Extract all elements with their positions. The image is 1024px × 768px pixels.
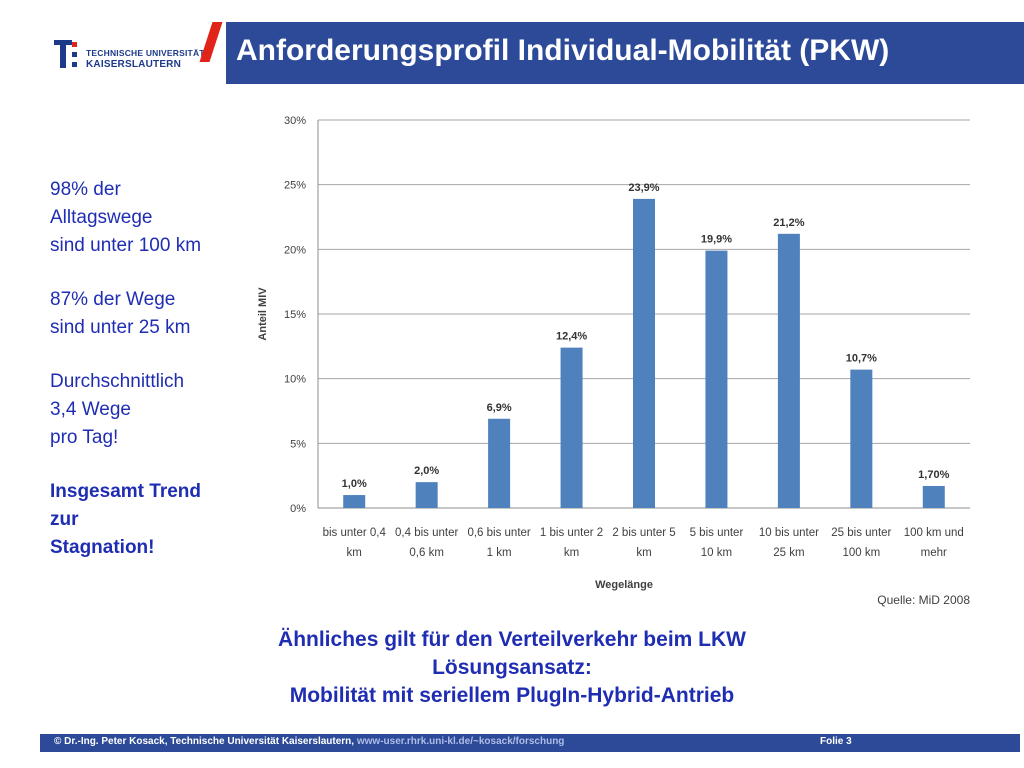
logo-text: Technische Universität Kaiserslautern <box>86 48 205 70</box>
x-tick-label: 25 bis unter <box>831 527 891 539</box>
side-notes: 98% der Alltagswege sind unter 100 km 87%… <box>50 176 201 588</box>
logo-line-2: Kaiserslautern <box>86 59 182 70</box>
bar-value-label: 1,70% <box>918 469 949 481</box>
logo-line-1: Technische Universität <box>86 48 205 58</box>
y-tick-label: 20% <box>284 244 306 256</box>
bar-value-label: 23,9% <box>628 182 659 194</box>
x-tick-label: km <box>347 547 362 559</box>
side-note-4: Insgesamt Trend zur Stagnation! <box>50 481 201 558</box>
side-note-1: 98% der Alltagswege sind unter 100 km <box>50 179 202 256</box>
x-tick-label: 100 km und <box>904 527 964 539</box>
x-tick-label: 0,4 bis unter <box>395 527 458 539</box>
slide-title: Anforderungsprofil Individual-Mobilität … <box>236 34 890 67</box>
bar <box>560 347 583 508</box>
x-tick-label: 0,6 bis unter <box>467 527 530 539</box>
x-axis-label: Wegelänge <box>595 579 653 591</box>
footer-bar: © Dr.-Ing. Peter Kosack, Technische Univ… <box>40 734 1020 752</box>
footer-page-number: Folie 3 <box>820 736 852 747</box>
y-tick-label: 5% <box>290 438 306 450</box>
bar-value-label: 21,2% <box>773 217 804 229</box>
bar-value-label: 19,9% <box>701 234 732 246</box>
bar <box>633 198 655 508</box>
bar <box>705 250 728 509</box>
bar-value-label: 10,7% <box>846 353 877 365</box>
bottom-line-1: Ähnliches gilt für den Verteilverkehr be… <box>278 628 746 651</box>
bar-value-label: 2,0% <box>414 465 439 477</box>
bar-value-label: 1,0% <box>342 478 367 490</box>
title-accent-stripe <box>199 22 223 62</box>
footer-author: © Dr.-Ing. Peter Kosack, Technische Univ… <box>54 736 357 747</box>
footer-copyright: © Dr.-Ing. Peter Kosack, Technische Univ… <box>54 736 564 747</box>
bar <box>777 233 800 508</box>
y-tick-label: 25% <box>284 180 306 192</box>
y-tick-label: 15% <box>284 309 306 321</box>
side-note-3: Durchschnittlich 3,4 Wege pro Tag! <box>50 371 185 448</box>
x-tick-label: 1 km <box>487 547 512 559</box>
x-tick-label: mehr <box>921 547 947 559</box>
bar <box>488 418 511 508</box>
x-tick-label: 5 bis unter <box>690 527 744 539</box>
side-note-2: 87% der Wege sind unter 25 km <box>50 289 191 338</box>
bar <box>922 486 945 508</box>
y-tick-label: 0% <box>290 503 306 515</box>
bar <box>343 495 366 508</box>
bottom-statement: Ähnliches gilt für den Verteilverkehr be… <box>0 626 1024 710</box>
y-axis-label: Anteil MIV <box>257 287 269 341</box>
chart-source: Quelle: MiD 2008 <box>877 593 970 607</box>
bottom-line-3: Mobilität mit seriellem PlugIn-Hybrid-An… <box>289 684 735 707</box>
bottom-line-2: Lösungsansatz: <box>432 656 592 679</box>
bar-chart: 0% 5% 10% 15% 20% 25% 30% Anteil MIV 1,0% bis unt… <box>257 115 970 607</box>
x-tick-label: 10 bis unter <box>759 527 819 539</box>
bar-value-label: 6,9% <box>487 402 512 414</box>
x-tick-label: 0,6 km <box>409 547 444 559</box>
x-tick-label: 10 km <box>701 547 732 559</box>
bar-value-label: 12,4% <box>556 331 587 343</box>
x-tick-label: km <box>636 547 651 559</box>
x-tick-label: 2 bis unter 5 <box>612 527 675 539</box>
university-logo-icon <box>54 40 77 68</box>
footer-link[interactable]: www-user.rhrk.uni-kl.de/~kosack/forschun… <box>356 736 565 747</box>
x-tick-label: bis unter 0,4 <box>323 527 387 539</box>
bar <box>850 369 873 508</box>
bar <box>415 482 438 508</box>
x-tick-label: 25 km <box>773 547 804 559</box>
university-logo: Technische Universität Kaiserslautern <box>46 38 204 78</box>
x-tick-label: 100 km <box>842 547 880 559</box>
title-bar <box>226 22 1024 84</box>
y-tick-label: 30% <box>284 115 306 127</box>
y-tick-label: 10% <box>284 374 306 386</box>
x-tick-label: km <box>564 547 579 559</box>
x-tick-label: 1 bis unter 2 <box>540 527 603 539</box>
